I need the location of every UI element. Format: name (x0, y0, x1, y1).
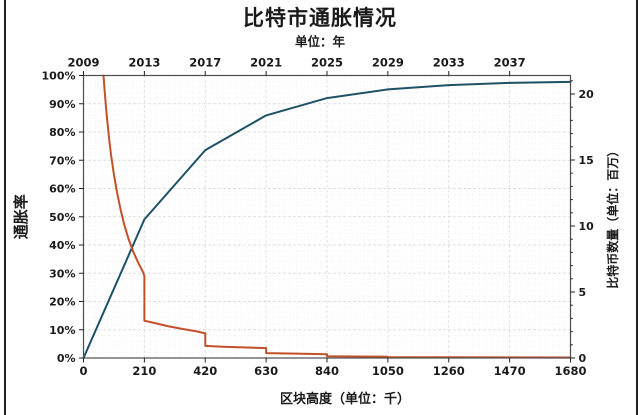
svg-text:100%: 100% (42, 70, 76, 83)
svg-text:1680: 1680 (554, 364, 586, 378)
svg-text:1470: 1470 (494, 364, 526, 378)
svg-text:2037: 2037 (494, 56, 526, 70)
svg-text:210: 210 (132, 364, 156, 378)
svg-text:10%: 10% (49, 324, 75, 337)
y-right-axis-label: 比特币数量（单位：百万） (605, 145, 620, 289)
svg-text:30%: 30% (49, 267, 75, 280)
svg-text:40%: 40% (49, 239, 75, 252)
svg-text:50%: 50% (49, 211, 75, 224)
svg-text:90%: 90% (49, 98, 75, 111)
svg-text:20%: 20% (49, 296, 75, 309)
svg-text:630: 630 (254, 364, 278, 378)
svg-text:840: 840 (315, 364, 339, 378)
chart-title: 比特市通胀情况 (243, 6, 397, 30)
svg-text:2013: 2013 (128, 56, 160, 70)
svg-text:0: 0 (579, 352, 587, 365)
svg-text:420: 420 (193, 364, 217, 378)
svg-text:2017: 2017 (189, 56, 221, 70)
svg-text:2021: 2021 (250, 56, 282, 70)
left-frame-line (4, 0, 6, 415)
series-inflation-rate-percent (102, 74, 572, 359)
chart-subtitle: 单位：年 (294, 34, 345, 49)
svg-text:10: 10 (579, 220, 595, 233)
axis-ticks (79, 71, 575, 363)
svg-text:1260: 1260 (433, 364, 465, 378)
x-bottom-axis-label: 区块高度（单位：千） (280, 391, 410, 407)
svg-text:2025: 2025 (311, 56, 343, 70)
svg-text:5: 5 (579, 286, 587, 299)
svg-text:80%: 80% (49, 126, 75, 139)
x-bottom-tick-labels: 0 210 420 630 840 1050 1260 1470 1680 (79, 364, 586, 378)
svg-text:2033: 2033 (433, 56, 465, 70)
svg-text:0: 0 (79, 364, 87, 378)
right-frame-line (636, 0, 638, 415)
y-left-tick-labels: 0% 10% 20% 30% 40% 50% 60% 70% 80% 90% 100% (42, 70, 76, 366)
y-left-axis-label: 通胀率 (12, 194, 30, 239)
svg-text:20: 20 (579, 88, 595, 101)
y-right-tick-labels: 0 5 10 15 20 (579, 88, 595, 365)
x-top-tick-labels: 2009 2013 2017 2021 2025 2029 2033 2037 (67, 56, 525, 70)
series-btc-supply-millions (82, 80, 572, 359)
svg-text:2009: 2009 (67, 56, 99, 70)
svg-text:0%: 0% (57, 352, 76, 365)
svg-text:1050: 1050 (372, 364, 404, 378)
svg-text:15: 15 (579, 154, 594, 167)
minor-grid (83, 75, 571, 359)
svg-text:70%: 70% (49, 154, 75, 167)
svg-text:2029: 2029 (372, 56, 404, 70)
svg-text:60%: 60% (49, 183, 75, 196)
